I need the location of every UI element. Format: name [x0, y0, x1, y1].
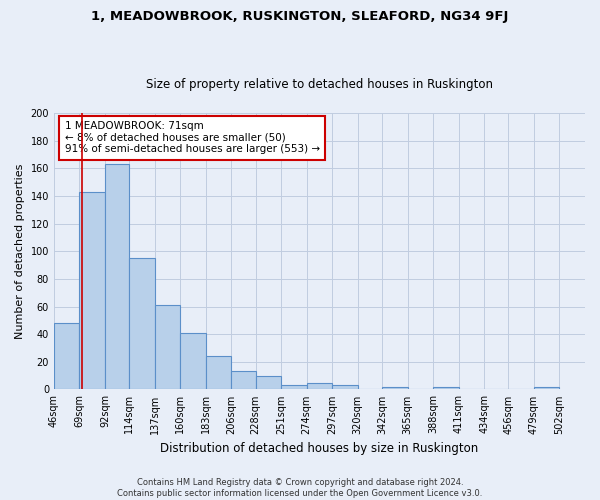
Y-axis label: Number of detached properties: Number of detached properties: [15, 164, 25, 339]
Bar: [332, 386, 358, 390]
Bar: [232, 372, 256, 390]
X-axis label: Distribution of detached houses by size in Ruskington: Distribution of detached houses by size …: [160, 442, 479, 455]
Bar: [256, 376, 281, 390]
Bar: [130, 258, 155, 390]
Title: Size of property relative to detached houses in Ruskington: Size of property relative to detached ho…: [146, 78, 493, 91]
Bar: [433, 386, 458, 390]
Bar: [534, 386, 559, 390]
Bar: [54, 323, 79, 390]
Bar: [181, 333, 206, 390]
Bar: [382, 386, 407, 390]
Bar: [155, 305, 181, 390]
Bar: [79, 192, 105, 390]
Bar: [206, 356, 232, 390]
Bar: [105, 164, 130, 390]
Text: 1, MEADOWBROOK, RUSKINGTON, SLEAFORD, NG34 9FJ: 1, MEADOWBROOK, RUSKINGTON, SLEAFORD, NG…: [91, 10, 509, 23]
Text: 1 MEADOWBROOK: 71sqm
← 8% of detached houses are smaller (50)
91% of semi-detach: 1 MEADOWBROOK: 71sqm ← 8% of detached ho…: [65, 122, 320, 154]
Text: Contains HM Land Registry data © Crown copyright and database right 2024.
Contai: Contains HM Land Registry data © Crown c…: [118, 478, 482, 498]
Bar: [281, 386, 307, 390]
Bar: [307, 382, 332, 390]
